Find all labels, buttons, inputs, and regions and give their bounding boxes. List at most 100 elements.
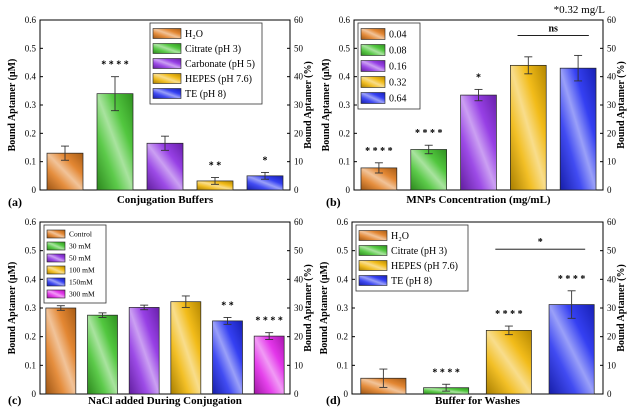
bar <box>87 314 118 395</box>
y-right-tick-label: 50 <box>294 246 304 256</box>
legend-label: TE (pH 8) <box>185 89 226 100</box>
y-tick-label: 0 <box>346 185 351 195</box>
significance-label: * * * * <box>432 367 460 378</box>
legend-swatch <box>358 260 388 271</box>
y-right-tick-label: 50 <box>607 43 617 53</box>
legend-swatch <box>152 73 182 84</box>
y-right-tick-label: 30 <box>294 303 304 313</box>
y-right-tick-label: 60 <box>607 15 617 25</box>
y-tick-label: 0.5 <box>337 246 349 256</box>
x-axis-label: MNPs Concentration (mg/mL) <box>406 194 551 206</box>
y-tick-label: 0.3 <box>25 100 37 110</box>
bar <box>128 307 160 395</box>
y-tick-label: 0.2 <box>25 332 36 342</box>
legend-swatch <box>358 245 388 256</box>
y-right-tick-label: 50 <box>294 43 304 53</box>
legend-label: Citrate (pH 3) <box>185 44 241 55</box>
legend-swatch <box>358 230 388 241</box>
chart-panel-4: 0 0.1 0.2 0.3 0.4 0.5 0.6 0 10 20 30 40 50 60 Bound Ap… <box>319 217 627 407</box>
legend-label: 300 mM <box>69 290 95 299</box>
legend-swatch <box>152 88 182 99</box>
y-right-axis-label: Bound Aptamer (%) <box>303 61 314 149</box>
panel-label: (b) <box>326 195 341 209</box>
legend-swatch <box>46 241 66 251</box>
y-right-tick-label: 20 <box>607 332 617 342</box>
legend-label: Control <box>69 230 92 239</box>
y-right-tick-label: 0 <box>294 389 299 399</box>
legend-label: 0.32 <box>389 78 407 89</box>
significance-label: * * * * <box>255 316 283 327</box>
legend-swatch <box>46 277 66 287</box>
y-right-tick-label: 50 <box>607 246 617 256</box>
legend-label: H₂O <box>391 231 409 242</box>
bar <box>45 307 77 395</box>
bar <box>559 67 597 191</box>
y-tick-label: 0.3 <box>25 303 37 313</box>
y-right-tick-label: 10 <box>294 157 304 167</box>
y-tick-label: 0.1 <box>337 360 348 370</box>
y-tick-label: 0.6 <box>337 217 349 227</box>
legend-swatch <box>46 229 66 239</box>
bracket-label: ns <box>548 24 558 35</box>
significance-label: * * * * <box>365 146 393 157</box>
legend-swatch <box>360 28 386 40</box>
y-right-tick-label: 40 <box>607 274 617 284</box>
y-tick-label: 0.2 <box>339 128 350 138</box>
y-tick-label: 0 <box>344 389 349 399</box>
y-tick-label: 0.4 <box>337 274 349 284</box>
legend-label: Citrate (pH 3) <box>391 246 447 257</box>
y-right-tick-label: 30 <box>607 100 617 110</box>
panel-label: (a) <box>8 195 22 209</box>
y-right-tick-label: 30 <box>607 303 617 313</box>
y-right-tick-label: 10 <box>294 360 304 370</box>
y-right-tick-label: 60 <box>607 217 617 227</box>
panel-label: (c) <box>8 393 21 407</box>
y-right-axis-label: Bound Aptamer (%) <box>303 264 314 352</box>
y-tick-label: 0.5 <box>339 43 351 53</box>
y-tick-label: 0 <box>32 185 37 195</box>
y-tick-label: 0.4 <box>25 274 37 284</box>
y-tick-label: 0.3 <box>337 303 349 313</box>
legend-label: HEPES (pH 7.6) <box>185 74 252 85</box>
y-tick-label: 0.2 <box>337 332 348 342</box>
significance-label: * * * * <box>415 128 443 139</box>
significance-label: * <box>263 155 268 166</box>
y-right-tick-label: 40 <box>607 72 617 82</box>
legend-label: Carbonate (pH 5) <box>185 59 255 70</box>
y-tick-label: 0.6 <box>25 15 37 25</box>
legend-swatch <box>46 253 66 263</box>
panel-note: *0.32 mg/L <box>554 4 606 16</box>
y-tick-label: 0.1 <box>339 157 350 167</box>
y-right-tick-label: 10 <box>607 157 617 167</box>
panel-label: (d) <box>326 393 341 407</box>
y-tick-label: 0.3 <box>339 100 351 110</box>
legend-label: 50 mM <box>69 254 91 263</box>
legend-label: 0.04 <box>389 30 407 41</box>
bar <box>548 304 595 395</box>
y-axis-label: Bound Aptamer (μM) <box>7 59 18 152</box>
legend: H₂O Citrate (pH 3) HEPES (pH 7.6) TE (pH 8) <box>355 224 469 292</box>
y-axis-label: Bound Aptamer (μM) <box>319 262 330 355</box>
legend-swatch <box>152 28 182 39</box>
legend-label: 0.16 <box>389 62 407 73</box>
legend: Control 30 mM 50 mM 100 mM 150mM 300 mM <box>43 224 107 304</box>
legend-label: H₂O <box>185 29 203 40</box>
y-right-tick-label: 20 <box>294 332 304 342</box>
y-tick-label: 0.6 <box>25 217 37 227</box>
chart-panel-1: 0 0.1 0.2 0.3 0.4 0.5 0.6 0 10 20 30 40 50 60 Bound Ap… <box>7 15 314 209</box>
significance-label: * <box>476 72 481 83</box>
legend-label: 100 mM <box>69 266 95 275</box>
y-tick-label: 0.4 <box>25 72 37 82</box>
y-right-tick-label: 10 <box>607 360 617 370</box>
bar <box>170 301 202 395</box>
bar <box>253 335 285 395</box>
significance-label: * * * * <box>101 60 129 71</box>
y-tick-label: 0 <box>32 389 37 399</box>
y-tick-label: 0.4 <box>339 72 351 82</box>
y-right-axis-label: Bound Aptamer (%) <box>616 264 627 352</box>
legend-label: 0.64 <box>389 94 407 105</box>
y-right-tick-label: 0 <box>607 389 612 399</box>
chart-panel-2: 0 0.1 0.2 0.3 0.4 0.5 0.6 0 10 20 30 40 50 60 Bound Ap… <box>321 4 627 209</box>
bracket-label: * <box>538 237 543 248</box>
